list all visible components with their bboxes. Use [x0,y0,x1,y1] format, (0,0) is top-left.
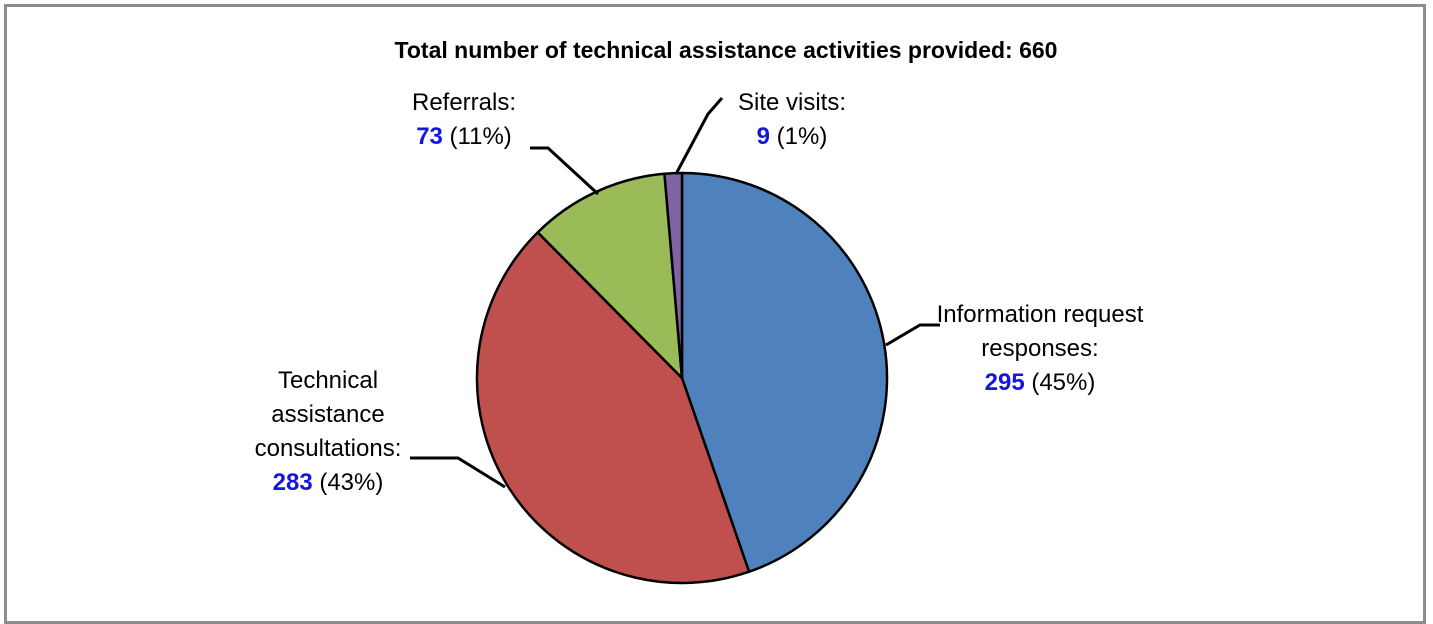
leader-line-tech [410,456,506,489]
slice-value-label: 9 [757,123,770,150]
pie-slice-site [663,171,684,380]
slice-label-info: Information request responses: 295 (45%) [937,301,1144,396]
slice-value-label: 295 [985,369,1025,396]
leader-line-referrals [530,146,600,196]
leader-lines [410,97,940,489]
pie-slices [475,171,889,585]
slice-label-name-line: assistance [271,401,384,428]
slice-label-referrals: Referrals: 73 (11%) [412,89,516,150]
pie-slice-info [680,171,889,573]
slice-labels: Information request responses: 295 (45%) Te… [255,89,1144,496]
slice-label-name-line: responses: [981,335,1098,362]
slice-percent-label: (43%) [313,469,384,496]
slice-percent-label: (11%) [443,123,512,150]
pie-chart: Total number of technical assistance act… [255,37,1144,585]
slice-value-label: 283 [273,469,313,496]
slice-label-name-line: Site visits: [738,89,846,116]
slice-label-name-line: Referrals: [412,89,516,116]
pie-slice-tech [475,231,751,585]
slice-value-label: 73 [416,123,443,150]
slice-label-tech: Technical assistance consultations: 283 (43… [255,367,402,496]
chart-title: Total number of technical assistance act… [395,37,1058,63]
leader-line-info [885,323,940,347]
leader-line-site [674,97,724,175]
slice-label-name-line: consultations: [255,435,402,462]
slice-percent-label: (1%) [770,123,827,150]
slice-label-name-line: Technical [278,367,378,394]
slice-label-site: Site visits: 9 (1%) [738,89,846,150]
slice-percent-label: (45%) [1025,369,1096,396]
slice-label-name-line: Information request [937,301,1144,328]
